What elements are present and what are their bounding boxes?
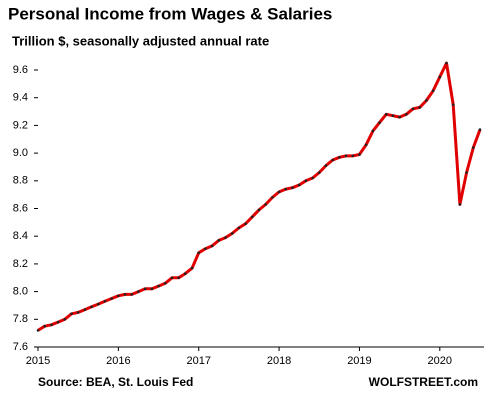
data-point — [411, 107, 415, 111]
data-point — [70, 312, 73, 316]
x-tick-label: 2019 — [347, 355, 371, 367]
data-point — [170, 276, 174, 280]
x-tick-label: 2020 — [428, 355, 452, 367]
data-point — [271, 196, 274, 199]
data-point — [123, 293, 127, 296]
data-point — [150, 287, 154, 291]
y-tick-label: 8.4 — [13, 230, 28, 242]
data-point — [317, 171, 321, 174]
y-tick-label: 9.4 — [13, 92, 28, 104]
data-point — [76, 311, 80, 314]
data-point — [157, 284, 160, 288]
data-point — [177, 276, 180, 280]
data-point — [184, 272, 187, 275]
y-tick-label: 7.8 — [13, 313, 28, 325]
data-point — [237, 226, 241, 230]
data-point — [117, 294, 120, 298]
data-point — [163, 281, 167, 285]
data-point — [291, 186, 294, 190]
data-point — [143, 287, 147, 291]
data-point — [96, 302, 100, 306]
x-tick-label: 2018 — [267, 355, 291, 367]
data-point — [190, 266, 194, 270]
y-tick-label: 8.2 — [13, 258, 28, 270]
data-point — [391, 114, 395, 118]
x-tick-label: 2016 — [106, 355, 130, 367]
credit: WOLFSTREET.com — [369, 375, 478, 389]
data-point — [251, 215, 254, 219]
data-point — [43, 324, 46, 328]
data-point — [398, 115, 401, 119]
data-point — [324, 164, 328, 167]
data-point — [137, 290, 140, 293]
data-point — [451, 103, 455, 106]
data-point — [264, 203, 267, 206]
data-point — [311, 176, 314, 180]
data-point — [364, 143, 368, 147]
data-point — [351, 154, 355, 158]
data-point — [297, 183, 301, 187]
data-point — [204, 247, 207, 250]
data-point — [472, 146, 475, 149]
y-tick-label: 8.0 — [13, 286, 28, 298]
y-tick-label: 8.6 — [13, 202, 28, 214]
data-point — [110, 297, 113, 300]
data-point — [36, 329, 40, 332]
y-tick-label: 9.2 — [13, 119, 28, 131]
data-point — [458, 203, 462, 206]
data-point — [358, 153, 361, 156]
data-point — [257, 208, 261, 212]
data-point — [371, 129, 375, 133]
data-point — [431, 89, 435, 93]
data-point — [425, 99, 428, 102]
x-tick-label: 2017 — [186, 355, 210, 367]
data-point — [418, 106, 422, 109]
data-point — [63, 318, 67, 321]
data-point — [284, 187, 288, 191]
data-point — [445, 61, 448, 65]
y-tick-label: 9.6 — [13, 64, 28, 76]
data-point — [224, 236, 227, 239]
data-point — [384, 113, 388, 116]
chart-subtitle: Trillion $, seasonally adjusted annual r… — [12, 33, 269, 48]
data-point — [344, 154, 348, 158]
y-tick-label: 9.0 — [13, 147, 28, 159]
data-line — [37, 61, 482, 332]
data-point — [197, 251, 201, 255]
data-point — [50, 323, 53, 327]
data-point — [103, 299, 107, 303]
data-point — [478, 128, 482, 131]
y-tick-label: 8.8 — [13, 175, 28, 187]
data-point — [230, 232, 234, 235]
x-tick-label: 2015 — [26, 355, 50, 367]
data-point — [304, 179, 308, 183]
y-tick-label: 7.6 — [13, 341, 28, 353]
data-point — [338, 155, 341, 159]
data-point — [56, 320, 60, 324]
data-point — [277, 190, 281, 194]
data-point — [130, 293, 134, 296]
data-point — [83, 308, 87, 311]
data-point — [438, 75, 442, 79]
data-point — [244, 222, 247, 226]
data-point — [378, 121, 381, 124]
data-point — [465, 171, 468, 174]
data-point — [331, 158, 334, 162]
chart-title: Personal Income from Wages & Salaries — [8, 4, 332, 23]
data-point — [217, 239, 221, 242]
data-point — [404, 113, 408, 116]
data-point — [210, 244, 214, 248]
data-point — [90, 305, 93, 309]
source: Source: BEA, St. Louis Fed — [38, 375, 193, 389]
